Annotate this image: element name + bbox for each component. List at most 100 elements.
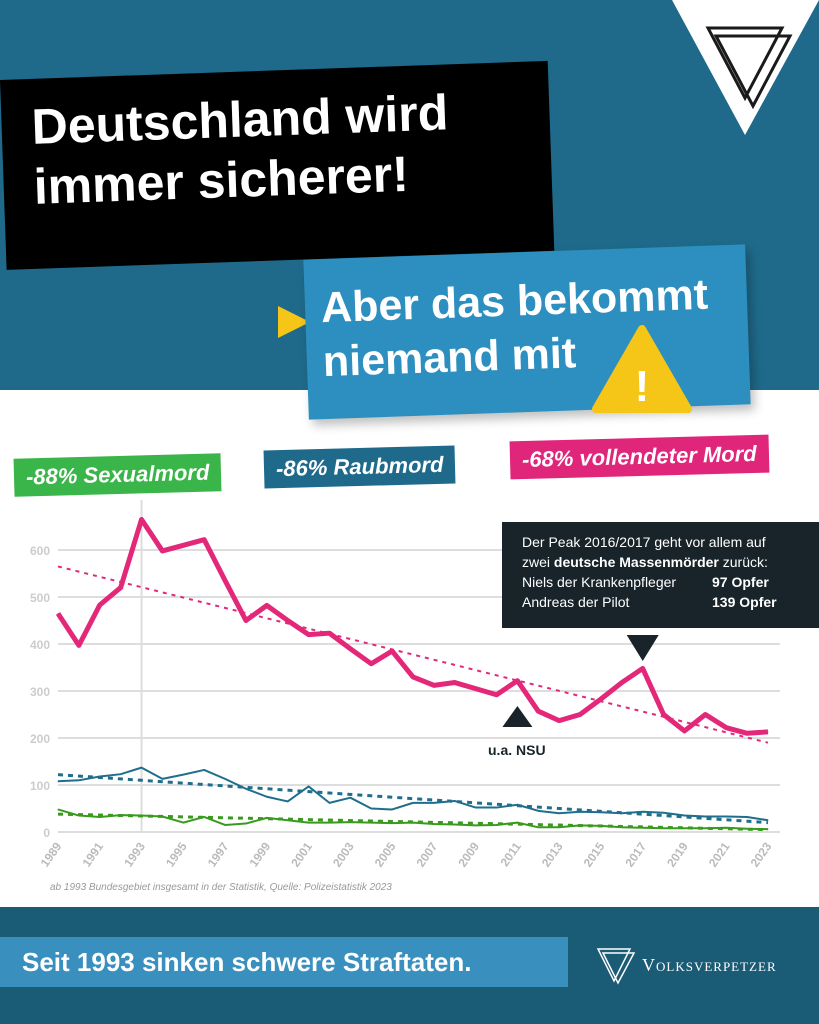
victim-row: Andreas der Pilot 139 Opfer xyxy=(522,592,819,612)
label-mord: -68% vollendeter Mord xyxy=(509,434,770,480)
data-point xyxy=(391,650,393,652)
data-point xyxy=(78,779,80,781)
data-point xyxy=(182,774,184,776)
data-point xyxy=(182,822,184,824)
line-chart: 0 100 200 300 400 500 600 1989 1991 1993 1995 1997 1… xyxy=(30,500,780,870)
data-point xyxy=(99,604,101,606)
data-point xyxy=(266,817,268,819)
data-point xyxy=(683,730,685,732)
x-tick-label: 2015 xyxy=(581,839,608,869)
data-point xyxy=(621,682,623,684)
annotation-box: Der Peak 2016/2017 geht vor allem auf zw… xyxy=(502,522,819,628)
data-point xyxy=(370,822,372,824)
text-bold: deutsche Massenmörder xyxy=(553,554,719,570)
data-point xyxy=(412,822,414,824)
data-point xyxy=(161,778,163,780)
data-point xyxy=(308,634,310,636)
data-point xyxy=(433,684,435,686)
data-point xyxy=(287,819,289,821)
data-point xyxy=(516,822,518,824)
warning-icon: ! xyxy=(592,325,692,413)
marker-down-triangle xyxy=(626,635,659,661)
data-point xyxy=(579,824,581,826)
data-point xyxy=(537,710,539,712)
y-tick-label: 300 xyxy=(30,685,50,699)
y-tick-label: 0 xyxy=(43,826,50,840)
data-point xyxy=(600,811,602,813)
data-point xyxy=(266,604,268,606)
data-point xyxy=(99,816,101,818)
data-point xyxy=(287,620,289,621)
data-point xyxy=(683,827,685,829)
nsu-label: u.a. NSU xyxy=(488,742,546,758)
data-point xyxy=(120,814,122,816)
data-point xyxy=(767,819,769,821)
data-point xyxy=(370,808,372,809)
data-point xyxy=(746,732,748,734)
data-point xyxy=(161,815,163,817)
data-point xyxy=(412,802,414,804)
y-tick-label: 400 xyxy=(30,638,50,652)
data-point xyxy=(433,823,435,825)
data-point xyxy=(370,663,372,665)
x-tick-label: 1997 xyxy=(205,839,232,869)
data-point xyxy=(746,816,748,818)
data-point xyxy=(558,812,560,814)
data-point xyxy=(496,694,498,696)
data-point xyxy=(57,780,59,782)
data-point xyxy=(454,682,456,684)
data-point xyxy=(78,815,80,817)
data-point xyxy=(120,773,122,775)
annotation-line2: zwei deutsche Massenmörder zurück: xyxy=(522,552,819,572)
data-point xyxy=(579,811,581,813)
data-point xyxy=(516,804,518,806)
x-tick-label: 1995 xyxy=(163,839,190,869)
x-tick-label: 1989 xyxy=(38,839,65,869)
data-point xyxy=(704,827,706,829)
data-point xyxy=(475,824,477,826)
data-point xyxy=(224,824,226,826)
data-point xyxy=(141,815,143,817)
y-tick-label: 500 xyxy=(30,591,50,605)
trend-line xyxy=(57,773,769,825)
triangle-logo-icon xyxy=(672,0,819,135)
data-point xyxy=(308,822,310,824)
data-point xyxy=(496,824,498,826)
data-point xyxy=(245,788,247,790)
x-tick-label: 2021 xyxy=(706,839,733,869)
data-point xyxy=(266,796,268,798)
data-point xyxy=(558,720,560,722)
x-tick-label: 2013 xyxy=(539,839,566,869)
text: zwei xyxy=(522,554,554,570)
data-point xyxy=(454,800,456,802)
x-tick-label: 1999 xyxy=(246,839,273,869)
text: zurück: xyxy=(718,554,768,570)
data-point xyxy=(141,767,143,769)
data-point xyxy=(120,587,122,589)
data-point xyxy=(767,731,769,733)
x-tick-label: 2003 xyxy=(330,839,357,869)
data-point xyxy=(78,644,80,646)
data-point xyxy=(558,826,560,828)
data-point xyxy=(496,807,498,809)
data-point xyxy=(663,827,665,829)
data-point xyxy=(704,815,706,817)
data-point xyxy=(349,648,351,650)
data-point xyxy=(663,812,665,814)
data-point xyxy=(245,823,247,825)
data-point xyxy=(642,667,644,669)
data-point xyxy=(328,802,330,804)
data-point xyxy=(412,676,414,678)
data-point xyxy=(767,828,769,830)
data-point xyxy=(287,800,289,802)
data-point xyxy=(454,823,456,825)
data-point xyxy=(600,698,602,700)
victim-name: Niels der Krankenpfleger xyxy=(522,574,677,590)
data-point xyxy=(642,811,644,813)
brand-logo: Volksverpetzer xyxy=(596,945,777,985)
victim-count: 97 Opfer xyxy=(712,574,769,590)
data-point xyxy=(182,544,184,546)
data-point xyxy=(579,714,581,715)
data-point xyxy=(245,620,247,621)
victim-count: 139 Opfer xyxy=(712,594,777,610)
